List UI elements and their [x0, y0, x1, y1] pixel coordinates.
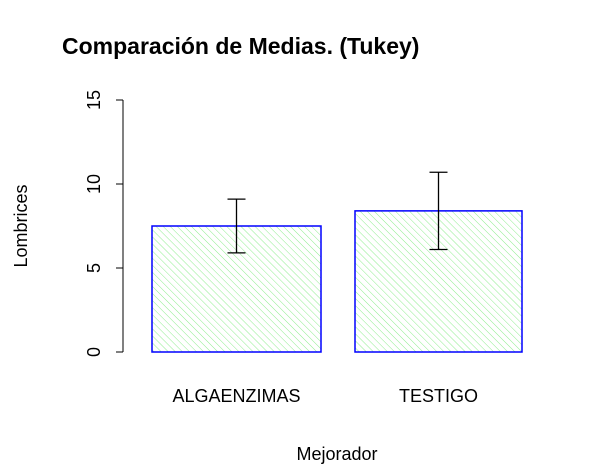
y-tick-label: 0: [84, 347, 104, 357]
y-tick-label: 10: [84, 174, 104, 194]
chart-title: Comparación de Medias. (Tukey): [62, 33, 419, 59]
x-axis-label: Mejorador: [296, 444, 377, 464]
y-tick-label: 5: [84, 263, 104, 273]
x-tick-label: ALGAENZIMAS: [172, 386, 300, 406]
x-tick-label: TESTIGO: [399, 386, 478, 406]
y-axis-label: Lombrices: [11, 184, 31, 267]
y-tick-label: 15: [84, 90, 104, 110]
